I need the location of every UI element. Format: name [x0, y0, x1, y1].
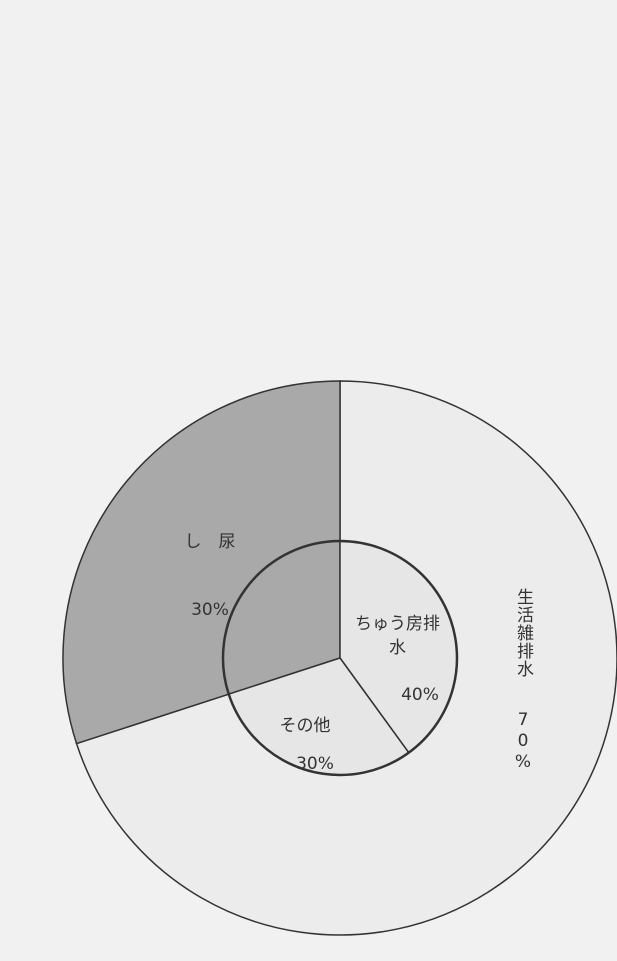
- segment-label: その他: [279, 716, 331, 736]
- value-label: 30%: [191, 600, 229, 620]
- value-label: 30%: [296, 754, 334, 774]
- segment-label: 生活雑排水: [513, 588, 533, 678]
- segment-label: し 尿: [184, 532, 236, 552]
- value-label: 70%: [513, 710, 533, 773]
- segment-label: ちゅう房排水: [355, 614, 440, 658]
- inner-ring-outline: [221, 539, 341, 695]
- value-label: 40%: [401, 685, 439, 705]
- outer-segment: [62, 380, 341, 745]
- inner-ring-outline: [227, 539, 459, 777]
